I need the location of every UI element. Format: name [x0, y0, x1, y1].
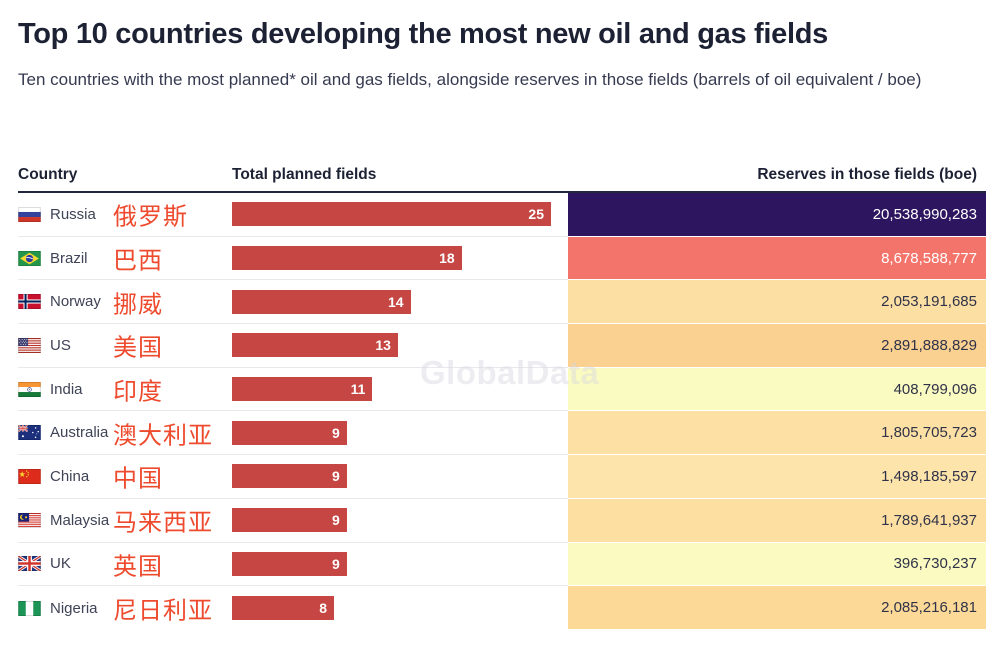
country-cell: Brazil 巴西 — [18, 237, 232, 280]
planned-fields-cell: 9 — [232, 499, 568, 542]
table-row: US 美国 13 2,891,888,829 — [18, 324, 986, 368]
table-body: Russia 俄罗斯 25 20,538,990,283 Brazil 巴西 1… — [18, 193, 986, 630]
planned-fields-cell: 9 — [232, 455, 568, 498]
column-header-reserves: Reserves in those fields (boe) — [757, 166, 977, 183]
country-name-label: Russia — [50, 205, 96, 223]
country-name-chinese-label: 马来西亚 — [113, 509, 213, 537]
planned-fields-cell: 13 — [232, 324, 568, 367]
reserves-value-cell: 8,678,588,777 — [568, 236, 986, 280]
flag-india-icon — [18, 381, 41, 397]
planned-fields-bar: 9 — [232, 464, 347, 489]
country-cell: Malaysia 马来西亚 — [18, 499, 232, 542]
country-name-chinese-label: 挪威 — [113, 291, 163, 319]
table-row: China 中国 9 1,498,185,597 — [18, 455, 986, 499]
flag-uk-icon — [18, 556, 41, 572]
flag-nigeria-icon — [18, 600, 41, 616]
planned-fields-bar: 14 — [232, 289, 411, 314]
planned-fields-cell: 9 — [232, 411, 568, 454]
country-name-chinese-label: 俄罗斯 — [113, 203, 188, 231]
country-name-label: Nigeria — [50, 599, 98, 617]
planned-fields-cell: 9 — [232, 543, 568, 586]
planned-fields-bar: 13 — [232, 333, 398, 358]
country-cell: Russia 俄罗斯 — [18, 193, 232, 236]
reserves-value-cell: 396,730,237 — [568, 542, 986, 586]
flag-malaysia-icon — [18, 512, 41, 528]
planned-fields-cell: 11 — [232, 368, 568, 411]
table-header-row: Country Total planned fields Reserves in… — [18, 166, 986, 193]
country-name-label: Australia — [50, 424, 109, 442]
planned-fields-bar: 9 — [232, 508, 347, 533]
country-name-label: Malaysia — [50, 511, 110, 529]
flag-norway-icon — [18, 294, 41, 310]
table-row: Norway 挪威 14 2,053,191,685 — [18, 280, 986, 325]
planned-fields-bar: 25 — [232, 202, 551, 227]
country-cell: Australia 澳大利亚 — [18, 411, 232, 454]
planned-fields-cell: 18 — [232, 237, 568, 280]
reserves-value-cell: 408,799,096 — [568, 367, 986, 411]
table-row: Brazil 巴西 18 8,678,588,777 — [18, 236, 986, 281]
reserves-value-cell: 2,891,888,829 — [568, 324, 986, 367]
country-name-label: Brazil — [50, 249, 88, 267]
country-name-chinese-label: 澳大利亚 — [113, 422, 213, 450]
country-cell: UK 英国 — [18, 543, 232, 586]
table-row: Russia 俄罗斯 25 20,538,990,283 — [18, 193, 986, 237]
reserves-value-cell: 1,498,185,597 — [568, 455, 986, 498]
planned-fields-bar: 8 — [232, 596, 335, 621]
country-name-label: India — [50, 380, 83, 398]
reserves-value-cell: 2,085,216,181 — [568, 586, 986, 629]
table-row: India 印度 11 408,799,096 — [18, 367, 986, 412]
planned-fields-cell: 14 — [232, 280, 568, 323]
table-row: Malaysia 马来西亚 9 1,789,641,937 — [18, 498, 986, 543]
flag-russia-icon — [18, 206, 41, 222]
country-fields-table: Country Total planned fields Reserves in… — [18, 166, 986, 630]
country-name-label: Norway — [50, 293, 101, 311]
page-title: Top 10 countries developing the most new… — [18, 18, 829, 50]
table-row: UK 英国 9 396,730,237 — [18, 542, 986, 587]
country-cell: Norway 挪威 — [18, 280, 232, 323]
country-cell: India 印度 — [18, 368, 232, 411]
country-name-chinese-label: 尼日利亚 — [113, 597, 213, 625]
table-row: Nigeria 尼日利亚 8 2,085,216,181 — [18, 586, 986, 630]
flag-australia-icon — [18, 425, 41, 441]
reserves-value-cell: 20,538,990,283 — [568, 193, 986, 236]
reserves-value-cell: 1,789,641,937 — [568, 498, 986, 542]
column-header-planned-fields: Total planned fields — [232, 166, 377, 183]
country-cell: US 美国 — [18, 324, 232, 367]
table-row: Australia 澳大利亚 9 1,805,705,723 — [18, 411, 986, 456]
country-name-chinese-label: 印度 — [113, 378, 163, 406]
flag-brazil-icon — [18, 250, 41, 266]
country-cell: Nigeria 尼日利亚 — [18, 586, 232, 630]
planned-fields-cell: 25 — [232, 193, 568, 236]
planned-fields-cell: 8 — [232, 586, 568, 630]
reserves-value-cell: 1,805,705,723 — [568, 411, 986, 455]
country-name-label: China — [50, 467, 90, 485]
flag-china-icon — [18, 468, 41, 484]
flag-us-icon — [18, 337, 41, 353]
planned-fields-bar: 9 — [232, 420, 347, 445]
country-name-chinese-label: 中国 — [113, 465, 163, 493]
country-cell: China 中国 — [18, 455, 232, 498]
page-subtitle: Ten countries with the most planned* oil… — [18, 70, 922, 89]
country-name-chinese-label: 英国 — [113, 553, 163, 581]
planned-fields-bar: 18 — [232, 246, 462, 271]
column-header-country: Country — [18, 166, 78, 183]
country-name-label: UK — [50, 555, 71, 573]
country-name-label: US — [50, 336, 71, 354]
country-name-chinese-label: 美国 — [113, 334, 163, 362]
reserves-value-cell: 2,053,191,685 — [568, 280, 986, 324]
planned-fields-bar: 9 — [232, 551, 347, 576]
planned-fields-bar: 11 — [232, 377, 373, 402]
country-name-chinese-label: 巴西 — [113, 247, 163, 275]
